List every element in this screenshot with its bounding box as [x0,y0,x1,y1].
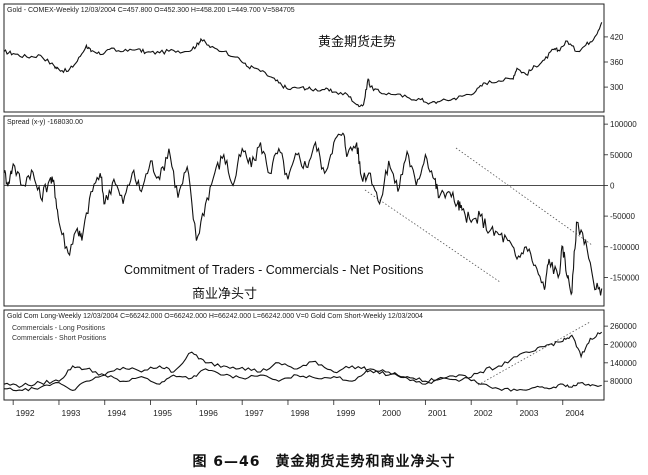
x-tick-label: 1995 [153,408,172,418]
y-tick-label: -150000 [610,273,640,282]
positions-panel [3,309,605,401]
y-tick-label: 420 [610,33,624,42]
trend-line-lower [364,189,501,283]
gold-trend-annotation: 黄金期货走势 [318,34,396,50]
y-tick-label: 80000 [610,377,633,386]
y-tick-label: 360 [610,58,624,67]
series-line-1-0 [3,132,603,296]
y-tick-label: 300 [610,83,624,92]
y-tick-label: 200000 [610,340,637,349]
x-tick-label: 1999 [336,408,355,418]
x-tick-label: 1998 [291,408,310,418]
figure-caption: 图 6—46 黄金期货走势和商业净头寸 [192,454,456,470]
x-tick-label: 2002 [474,408,493,418]
series-line-0-0 [3,22,603,108]
x-tick-label: 2004 [565,408,584,418]
net-position-annotation: 商业净头寸 [192,287,257,302]
legend-long: Commercials - Long Positions [12,325,105,332]
x-tick-label: 1992 [16,408,35,418]
x-tick-label: 2003 [520,408,539,418]
spread-panel [3,115,605,307]
positions-header: Gold Com Long-Weekly 12/03/2004 C=66242.… [7,313,423,320]
trend-line-upper [455,147,593,246]
spread-header: Spread (x-y) -168030.00 [7,119,83,126]
y-tick-label: 260000 [610,322,637,331]
legend-short: Commercials - Short Positions [12,335,107,342]
y-tick-label: 140000 [610,359,637,368]
price-panel [3,3,605,113]
x-tick-label: 1996 [199,408,218,418]
trend-line-positions [477,321,591,386]
x-tick-label: 2001 [428,408,447,418]
x-tick-label: 2000 [382,408,401,418]
x-tick-label: 1997 [245,408,264,418]
cot-annotation: Commitment of Traders - Commercials - Ne… [124,263,423,277]
y-tick-label: 0 [610,181,615,190]
y-tick-label: -100000 [610,243,640,252]
x-tick-label: 1994 [107,408,126,418]
y-tick-label: 50000 [610,151,633,160]
y-tick-label: 100000 [610,120,637,129]
x-tick-label: 1993 [62,408,81,418]
series-line-2-1 [4,368,602,392]
price-header: Gold - COMEX-Weekly 12/03/2004 C=457.800… [7,7,295,14]
y-tick-label: -50000 [610,212,635,221]
